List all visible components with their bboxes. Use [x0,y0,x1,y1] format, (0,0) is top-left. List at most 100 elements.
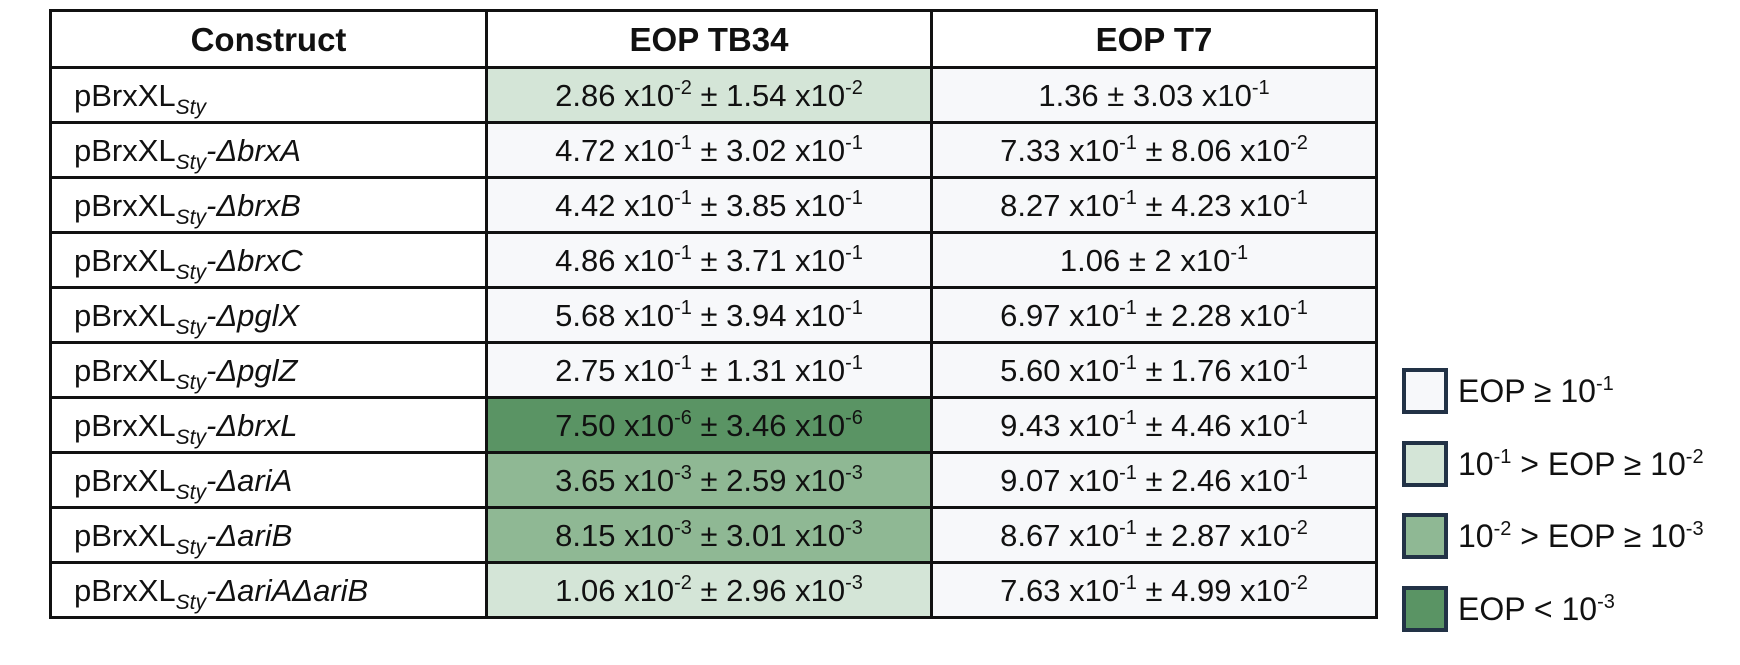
sd-value: 1.54 [726,77,787,113]
sd-exponent: -1 [845,296,863,319]
mean-value: 8.15 [555,517,616,553]
sd-value: 2.59 [726,462,787,498]
sd-exponent: -1 [1230,241,1249,264]
mean-exponent: -1 [674,131,692,154]
mean-value: 4.86 [555,242,616,278]
mean-value: 4.42 [555,187,616,223]
table-row: pBrxXLSty-ΔbrxA 4.72 x10-1 ± 3.02 x10-1 7.… [49,121,1378,179]
legend-item: EOP < 10-3 [1402,586,1615,632]
sd-value: 3.03 [1132,77,1194,113]
sd-value: 3.01 [726,517,787,553]
mean-exponent: -1 [1119,351,1137,374]
eop-t7-cell: 5.60 x10-1 ± 1.76 x10-1 [930,341,1378,399]
sd-value: 4.46 [1171,407,1232,443]
construct-cell: pBrxXLSty-ΔpglZ [49,341,488,399]
construct-name: pBrxXL [74,77,176,113]
sd-exponent: -2 [1290,571,1308,594]
mean-exponent: -1 [1119,186,1137,209]
sd-value: 8.06 [1171,132,1232,168]
mean-value: 4.72 [555,132,616,168]
sd-value: 3.71 [726,242,787,278]
construct-subscript: Sty [175,425,207,449]
construct-deletion: -ΔpglZ [206,352,298,388]
legend-text-b: > EOP ≥ 10 [1511,517,1686,554]
eop-tb34-cell: 5.68 x10-1 ± 3.94 x10-1 [485,286,933,344]
sd-value: 1.76 [1171,352,1232,388]
mean-exponent: -1 [674,296,692,319]
construct-deletion: -ΔariAΔariB [206,572,369,608]
legend-text-a: 10 [1458,445,1494,482]
construct-subscript: Sty [175,590,207,614]
legend-exponent-a: -3 [1597,590,1615,613]
legend-item: 10-1 > EOP ≥ 10-2 [1402,441,1704,487]
mean-exponent: -6 [674,406,692,429]
sd-exponent: -1 [1290,296,1308,319]
eop-t7-cell: 8.27 x10-1 ± 4.23 x10-1 [930,176,1378,234]
construct-deletion: -ΔariA [206,462,293,498]
construct-subscript: Sty [175,315,207,339]
sd-exponent: -1 [845,241,863,264]
mean-exponent: -2 [674,76,692,99]
construct-subscript: Sty [175,95,207,119]
mean-exponent: -1 [1119,131,1137,154]
eop-tb34-cell: 2.75 x10-1 ± 1.31 x10-1 [485,341,933,399]
construct-deletion: -ΔbrxL [206,407,298,443]
eop-tb34-cell: 8.15 x10-3 ± 3.01 x10-3 [485,506,933,564]
construct-cell: pBrxXLSty-ΔpglX [49,286,488,344]
construct-deletion: -ΔariB [206,517,293,553]
construct-name: pBrxXL [74,407,176,443]
mean-value: 1.06 [555,572,616,608]
mean-value: 7.63 [1000,572,1061,608]
legend-text-a: EOP < 10 [1458,590,1598,627]
eop-tb34-cell: 3.65 x10-3 ± 2.59 x10-3 [485,451,933,509]
eop-tb34-cell: 4.72 x10-1 ± 3.02 x10-1 [485,121,933,179]
legend-label: 10-2 > EOP ≥ 10-3 [1458,518,1704,555]
construct-name: pBrxXL [74,352,176,388]
construct-deletion: -ΔbrxB [206,187,301,223]
sd-value: 4.23 [1171,187,1232,223]
eop-tb34-cell: 7.50 x10-6 ± 3.46 x10-6 [485,396,933,454]
construct-name: pBrxXL [74,297,176,333]
legend-text-b: > EOP ≥ 10 [1511,445,1686,482]
legend-swatch [1402,368,1448,414]
eop-t7-cell: 6.97 x10-1 ± 2.28 x10-1 [930,286,1378,344]
mean-value: 5.60 [1000,352,1061,388]
construct-subscript: Sty [175,260,207,284]
sd-value: 1.31 [726,352,787,388]
table-row: pBrxXLSty-ΔariA 3.65 x10-3 ± 2.59 x10-3 9.… [49,451,1378,509]
construct-cell: pBrxXLSty-ΔbrxC [49,231,488,289]
table-row: pBrxXLSty-ΔariAΔariB 1.06 x10-2 ± 2.96 x1… [49,561,1378,619]
legend-exponent-b: -3 [1685,517,1704,540]
sd-value: 3.46 [726,407,787,443]
table-row: pBrxXLSty-ΔariB 8.15 x10-3 ± 3.01 x10-3 8.… [49,506,1378,564]
table-row: pBrxXLSty-ΔpglZ 2.75 x10-1 ± 1.31 x10-1 5.… [49,341,1378,399]
eop-tb34-cell: 4.42 x10-1 ± 3.85 x10-1 [485,176,933,234]
table-row: pBrxXLSty-ΔbrxL 7.50 x10-6 ± 3.46 x10-6 9.… [49,396,1378,454]
mean-exponent: -3 [674,461,692,484]
construct-subscript: Sty [175,535,207,559]
legend-item: EOP ≥ 10-1 [1402,368,1614,414]
mean-value: 1.06 [1059,242,1121,278]
mean-value: 9.07 [1000,462,1061,498]
sd-exponent: -1 [1290,406,1308,429]
legend-label: 10-1 > EOP ≥ 10-2 [1458,446,1704,483]
header-eop-tb34: EOP TB34 [485,9,933,69]
mean-exponent: -1 [1119,406,1137,429]
sd-exponent: -2 [1290,516,1308,539]
eop-tb34-cell: 1.06 x10-2 ± 2.96 x10-3 [485,561,933,619]
eop-t7-cell: 7.33 x10-1 ± 8.06 x10-2 [930,121,1378,179]
sd-value: 2 [1154,242,1172,278]
sd-value: 3.02 [726,132,787,168]
sd-exponent: -3 [845,461,863,484]
table-row: pBrxXLSty 2.86 x10-2 ± 1.54 x10-2 1.36 ± 3… [49,66,1378,124]
sd-exponent: -1 [1290,461,1308,484]
sd-exponent: -3 [845,516,863,539]
eop-tb34-cell: 2.86 x10-2 ± 1.54 x10-2 [485,66,933,124]
construct-subscript: Sty [175,150,207,174]
sd-value: 2.96 [726,572,787,608]
construct-cell: pBrxXLSty-ΔbrxB [49,176,488,234]
construct-subscript: Sty [175,480,207,504]
legend-swatch [1402,441,1448,487]
construct-name: pBrxXL [74,572,176,608]
mean-exponent: -1 [1119,571,1137,594]
